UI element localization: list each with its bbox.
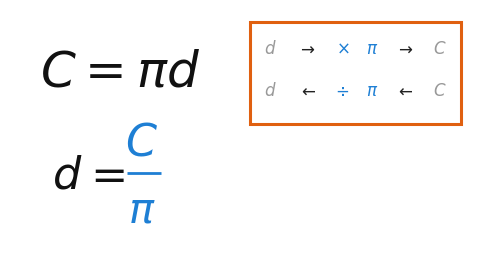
Text: $\leftarrow$: $\leftarrow$ bbox=[298, 83, 316, 100]
Text: $=$: $=$ bbox=[82, 154, 125, 197]
Text: $\mathbf{\mathit{d}}$: $\mathbf{\mathit{d}}$ bbox=[52, 154, 83, 197]
Text: $\rightarrow$: $\rightarrow$ bbox=[395, 41, 413, 58]
Text: $\mathbf{\mathit{C}}$: $\mathbf{\mathit{C}}$ bbox=[125, 122, 158, 165]
FancyBboxPatch shape bbox=[250, 22, 461, 124]
Text: $\mathit{d}$: $\mathit{d}$ bbox=[264, 40, 277, 58]
Text: $\mathit{C}$: $\mathit{C}$ bbox=[433, 83, 446, 100]
Text: $\pi$: $\pi$ bbox=[128, 190, 156, 232]
Text: $\mathit{C} = \pi \mathit{d}$: $\mathit{C} = \pi \mathit{d}$ bbox=[40, 48, 200, 98]
Text: $\pi$: $\pi$ bbox=[366, 41, 378, 58]
Text: $\mathit{d}$: $\mathit{d}$ bbox=[264, 82, 277, 100]
Text: $\div$: $\div$ bbox=[336, 83, 349, 100]
Text: $\leftarrow$: $\leftarrow$ bbox=[395, 83, 413, 100]
Text: $\times$: $\times$ bbox=[336, 41, 349, 58]
Text: $\pi$: $\pi$ bbox=[366, 83, 378, 100]
Text: $\mathit{C}$: $\mathit{C}$ bbox=[433, 41, 446, 58]
Text: $\rightarrow$: $\rightarrow$ bbox=[298, 41, 316, 58]
